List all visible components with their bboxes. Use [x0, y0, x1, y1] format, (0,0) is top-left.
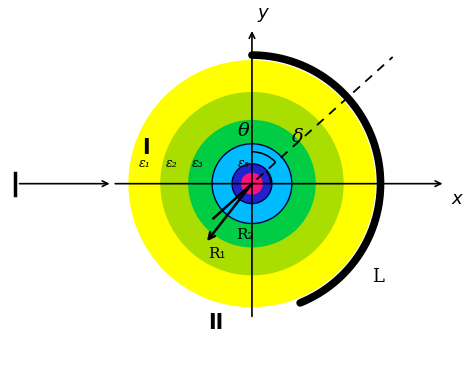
Text: θ: θ — [238, 122, 250, 140]
Text: ε₃: ε₃ — [192, 157, 204, 170]
Circle shape — [160, 92, 344, 275]
Text: L: L — [372, 268, 383, 286]
Text: ε₅: ε₅ — [238, 157, 250, 170]
Text: R₂: R₂ — [236, 228, 254, 241]
Text: y: y — [258, 4, 269, 22]
Text: I: I — [143, 138, 150, 158]
Circle shape — [212, 144, 292, 224]
Text: ε₂: ε₂ — [166, 157, 178, 170]
Text: II: II — [209, 313, 224, 333]
Text: ε₁: ε₁ — [138, 157, 150, 170]
Circle shape — [188, 120, 316, 247]
Circle shape — [232, 164, 272, 203]
Text: R₁: R₁ — [208, 247, 226, 262]
Text: x: x — [451, 190, 462, 208]
Circle shape — [128, 60, 375, 307]
Circle shape — [241, 173, 263, 195]
Text: δ: δ — [292, 128, 303, 146]
